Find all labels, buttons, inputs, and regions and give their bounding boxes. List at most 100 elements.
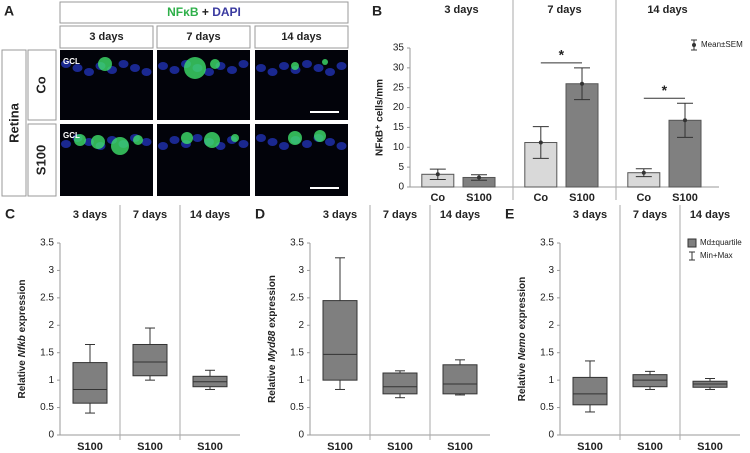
y-tick-label: 2 <box>298 320 304 331</box>
nfkb-signal <box>184 57 206 79</box>
nucleus <box>325 68 335 76</box>
nfkb-signal <box>98 57 112 71</box>
y-axis-label: Relative Myd88 expression <box>267 275 278 403</box>
nucleus <box>336 62 347 70</box>
x-tick-label: S100 <box>197 441 223 453</box>
nfkb-signal <box>231 134 239 142</box>
nucleus <box>267 68 278 76</box>
mean-dot <box>683 118 688 123</box>
x-tick-label: S100 <box>569 192 595 204</box>
nucleus <box>141 138 152 146</box>
nucleus <box>72 64 83 72</box>
y-axis-label-part: expression <box>517 277 528 333</box>
x-tick-label: S100 <box>697 441 723 453</box>
x-tick-label: S100 <box>672 192 698 204</box>
layer-label: GCL <box>63 131 80 140</box>
mean-dot <box>641 170 646 175</box>
nucleus <box>238 60 249 68</box>
nucleus <box>227 66 237 74</box>
y-tick-label: 1 <box>48 375 54 386</box>
y-tick-label: 1.5 <box>290 347 304 358</box>
nfkb-signal <box>133 135 143 145</box>
micrograph <box>157 50 250 120</box>
x-tick-label: S100 <box>387 441 413 453</box>
nfkb-signal <box>322 59 328 65</box>
side-box <box>1 49 27 197</box>
group-label: 14 days <box>440 209 480 221</box>
group-label: 7 days <box>133 209 167 221</box>
y-tick-label: 0.5 <box>290 402 304 413</box>
stain-nfkb: NFκB <box>167 5 199 19</box>
nucleus <box>279 142 289 150</box>
x-tick-label: S100 <box>637 441 663 453</box>
group-label: 14 days <box>690 209 730 221</box>
y-tick-label: 0 <box>548 430 554 441</box>
nfkb-signal <box>91 135 105 149</box>
mean-dot <box>538 140 543 145</box>
panel-label: C <box>5 206 15 222</box>
box <box>442 364 478 395</box>
x-tick-label: S100 <box>77 441 103 453</box>
y-tick-label: 0 <box>398 182 404 193</box>
nucleus <box>302 60 312 68</box>
panel-label: E <box>505 206 514 222</box>
mean-dot <box>580 81 585 86</box>
y-axis-label: NFκB⁺ cells/mm <box>375 79 386 156</box>
y-axis-label-part: Relative <box>17 357 28 398</box>
nucleus <box>238 140 249 148</box>
box <box>72 362 108 404</box>
nfkb-signal <box>74 134 86 146</box>
y-tick-label: 0.5 <box>540 402 554 413</box>
nfkb-signal <box>210 59 220 69</box>
y-tick-label: 10 <box>393 142 405 153</box>
nucleus <box>336 142 347 150</box>
column-box <box>59 25 154 49</box>
group-label: 14 days <box>647 4 687 16</box>
y-tick-label: 3 <box>548 265 554 276</box>
group-label: 14 days <box>190 209 230 221</box>
legend-label: Min+Max <box>700 251 733 260</box>
row-box <box>27 123 57 197</box>
nfkb-signal <box>204 132 220 148</box>
y-axis-label-part: Relative <box>267 362 278 403</box>
group-label: 3 days <box>323 209 357 221</box>
legend-label: Mean±SEM <box>701 40 743 49</box>
legend-label: Md±quartile <box>700 238 742 247</box>
y-axis-label: Relative Nemo expression <box>517 277 528 402</box>
x-tick-label: S100 <box>447 441 473 453</box>
nucleus <box>325 138 335 146</box>
group-label: 7 days <box>547 4 581 16</box>
y-tick-label: 20 <box>393 102 405 113</box>
box <box>382 372 418 395</box>
x-tick-label: Co <box>430 192 445 204</box>
column-label: 3 days <box>89 31 123 43</box>
legend-icon <box>689 251 695 261</box>
y-axis-label-part: expression <box>17 280 28 336</box>
nucleus <box>169 136 180 144</box>
significance-label: * <box>559 47 565 63</box>
y-axis-label-part: expression <box>267 275 278 331</box>
y-tick-label: 2 <box>548 320 554 331</box>
stain-title: NFκB + DAPI <box>167 5 241 19</box>
nucleus <box>141 68 152 76</box>
nfkb-signal <box>288 131 302 145</box>
y-tick-label: 35 <box>393 43 405 54</box>
y-tick-label: 0 <box>298 430 304 441</box>
y-axis-label-part: Nfkb <box>17 335 28 357</box>
box <box>322 300 358 381</box>
panel-label: A <box>4 3 14 19</box>
y-axis-label-part: Myd88 <box>267 330 278 362</box>
mean-dot <box>435 172 440 177</box>
y-tick-label: 1 <box>548 375 554 386</box>
y-tick-label: 15 <box>393 122 405 133</box>
nucleus <box>130 64 140 72</box>
box <box>632 374 668 388</box>
micrograph <box>255 124 348 196</box>
group-label: 3 days <box>573 209 607 221</box>
y-tick-label: 3 <box>298 265 304 276</box>
column-label: 7 days <box>186 31 220 43</box>
side-label: Retina <box>6 102 21 143</box>
row-label: S100 <box>33 145 48 175</box>
y-tick-label: 30 <box>393 62 405 73</box>
y-tick-label: 1 <box>298 375 304 386</box>
